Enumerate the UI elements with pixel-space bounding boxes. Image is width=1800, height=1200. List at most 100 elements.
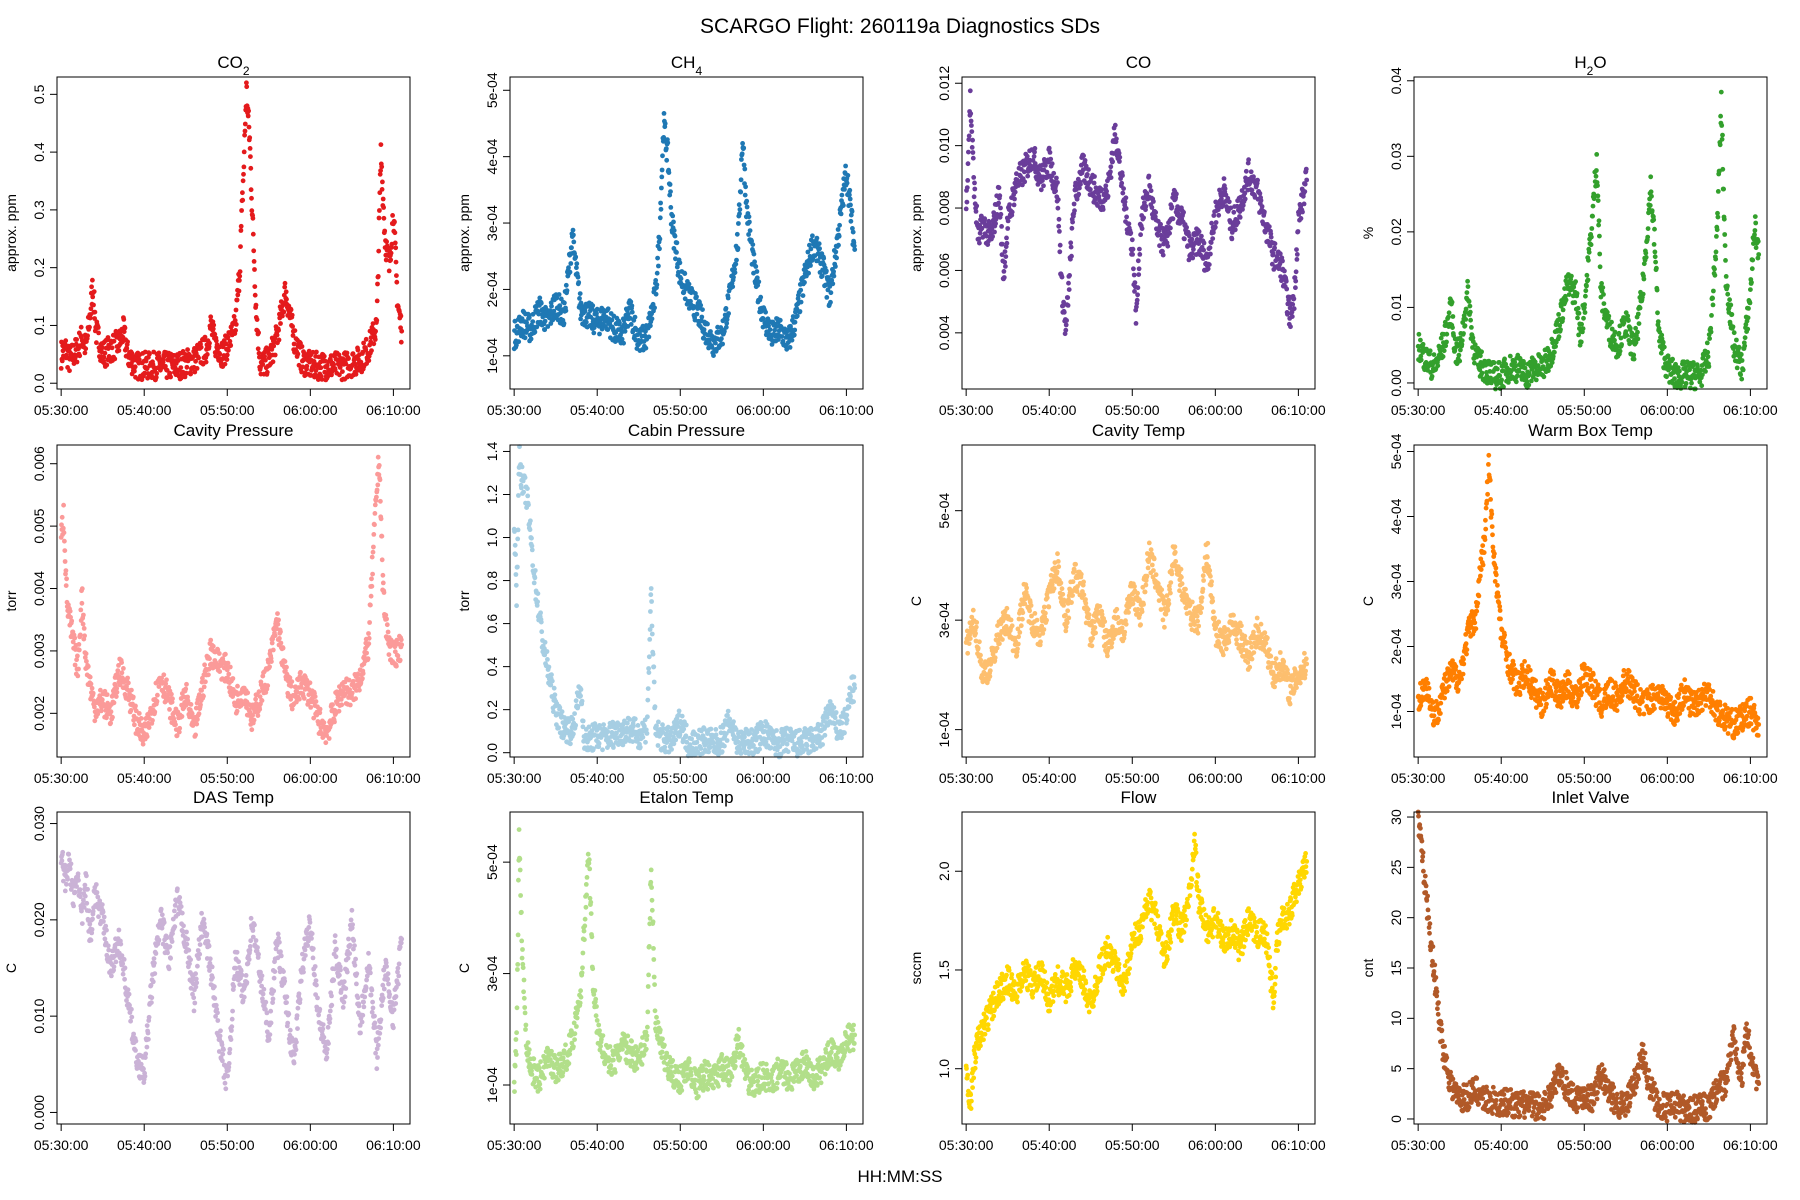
x-tick-label: 06:00:00 bbox=[283, 770, 338, 786]
data-point bbox=[377, 477, 383, 483]
data-point bbox=[968, 118, 974, 124]
data-point bbox=[1526, 382, 1532, 388]
data-point bbox=[737, 207, 743, 212]
data-point bbox=[1719, 136, 1725, 142]
data-point bbox=[542, 327, 548, 333]
data-point bbox=[1584, 272, 1590, 278]
data-point bbox=[1563, 297, 1569, 303]
data-point bbox=[674, 240, 680, 246]
data-point bbox=[122, 325, 128, 331]
data-point bbox=[730, 284, 736, 290]
data-point bbox=[631, 723, 636, 729]
data-point bbox=[1728, 302, 1734, 308]
data-point bbox=[566, 265, 571, 271]
data-point bbox=[1583, 288, 1589, 294]
data-point bbox=[628, 299, 634, 305]
data-point bbox=[1063, 322, 1069, 328]
data-point bbox=[81, 612, 86, 618]
data-point bbox=[1232, 227, 1238, 233]
data-point bbox=[367, 620, 372, 625]
data-point bbox=[375, 274, 381, 279]
data-point bbox=[1057, 229, 1062, 234]
data-point bbox=[971, 194, 977, 200]
data-point bbox=[1088, 187, 1093, 192]
data-point bbox=[579, 698, 585, 704]
data-point bbox=[178, 365, 184, 370]
data-point bbox=[1003, 264, 1008, 269]
data-point bbox=[597, 331, 602, 337]
data-point bbox=[1076, 191, 1082, 197]
y-tick-label: 0.3 bbox=[31, 200, 47, 220]
data-point bbox=[245, 690, 251, 696]
data-point bbox=[233, 328, 239, 333]
data-point bbox=[1600, 285, 1606, 290]
data-point bbox=[1655, 319, 1661, 324]
data-point bbox=[1024, 153, 1030, 159]
x-tick-label: 05:30:00 bbox=[34, 402, 89, 418]
data-point bbox=[1664, 374, 1669, 380]
data-point bbox=[374, 494, 379, 500]
data-point bbox=[699, 314, 705, 320]
data-point bbox=[1130, 246, 1136, 252]
data-point bbox=[754, 269, 760, 274]
data-point bbox=[1755, 239, 1761, 244]
data-point bbox=[1128, 230, 1134, 236]
data-point bbox=[619, 336, 625, 342]
data-point bbox=[1541, 374, 1547, 380]
data-point bbox=[824, 295, 830, 300]
data-point bbox=[1268, 234, 1274, 240]
data-point bbox=[1114, 136, 1119, 142]
data-point bbox=[1649, 208, 1655, 214]
data-point bbox=[609, 317, 615, 323]
data-point bbox=[1579, 321, 1584, 327]
data-point bbox=[240, 178, 246, 184]
data-point bbox=[1594, 168, 1599, 173]
data-point bbox=[96, 330, 101, 336]
data-point bbox=[577, 291, 583, 296]
data-point bbox=[673, 256, 678, 262]
data-point bbox=[1303, 166, 1309, 172]
data-point bbox=[513, 572, 519, 577]
data-point bbox=[372, 522, 377, 528]
data-point bbox=[798, 287, 804, 293]
data-point bbox=[1191, 247, 1196, 252]
data-point bbox=[283, 289, 289, 295]
data-point bbox=[1055, 180, 1060, 185]
data-point bbox=[1507, 353, 1513, 359]
data-point bbox=[1135, 285, 1141, 291]
data-point bbox=[530, 563, 536, 568]
data-point bbox=[514, 603, 519, 609]
data-point bbox=[350, 351, 356, 356]
data-point bbox=[821, 255, 827, 261]
data-point bbox=[1446, 310, 1452, 316]
data-point bbox=[551, 308, 557, 314]
data-point bbox=[1072, 208, 1077, 214]
data-point bbox=[580, 718, 586, 724]
data-point bbox=[835, 227, 841, 232]
data-point bbox=[94, 340, 99, 346]
data-point bbox=[247, 135, 253, 141]
data-point bbox=[253, 696, 258, 702]
data-point bbox=[90, 277, 95, 283]
data-point bbox=[1129, 237, 1135, 243]
data-point bbox=[747, 228, 753, 234]
data-point bbox=[736, 221, 741, 226]
data-point bbox=[323, 740, 329, 746]
data-point bbox=[276, 617, 281, 623]
data-point bbox=[1467, 309, 1473, 315]
data-point bbox=[87, 315, 93, 321]
data-point bbox=[1469, 325, 1474, 330]
data-point bbox=[1575, 305, 1581, 311]
data-point bbox=[792, 327, 798, 333]
data-point bbox=[736, 202, 742, 208]
data-point bbox=[78, 324, 84, 330]
data-point bbox=[376, 215, 382, 221]
data-point bbox=[720, 341, 725, 347]
data-point bbox=[1747, 300, 1753, 306]
data-point bbox=[156, 350, 162, 356]
data-point bbox=[837, 222, 842, 228]
data-point bbox=[1065, 303, 1071, 308]
plot-frame bbox=[56, 76, 411, 390]
